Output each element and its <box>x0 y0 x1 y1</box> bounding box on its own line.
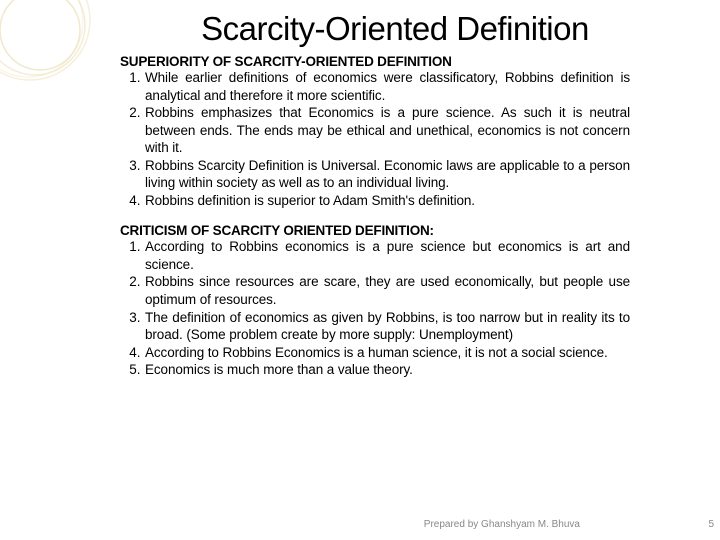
list-item: Economics is much more than a value theo… <box>144 361 630 379</box>
prepared-by-text: Prepared by Ghanshyam M. Bhuva <box>424 519 580 530</box>
slide-container: Scarcity-Oriented Definition SUPERIORITY… <box>0 0 720 540</box>
list-item: While earlier definitions of economics w… <box>144 69 630 104</box>
section2-list: According to Robbins economics is a pure… <box>120 238 630 378</box>
list-item: Robbins emphasizes that Economics is a p… <box>144 104 630 157</box>
list-item: According to Robbins Economics is a huma… <box>144 344 630 362</box>
list-item: Robbins since resources are scare, they … <box>144 273 630 308</box>
list-item: Robbins definition is superior to Adam S… <box>144 192 630 210</box>
list-item: Robbins Scarcity Definition is Universal… <box>144 157 630 192</box>
section1-list: While earlier definitions of economics w… <box>120 69 630 209</box>
list-item: According to Robbins economics is a pure… <box>144 238 630 273</box>
list-item: The definition of economics as given by … <box>144 309 630 344</box>
section1-heading: SUPERIORITY OF SCARCITY-ORIENTED DEFINIT… <box>120 54 630 69</box>
page-number: 5 <box>708 519 714 530</box>
content-area: SUPERIORITY OF SCARCITY-ORIENTED DEFINIT… <box>30 54 690 379</box>
slide-title: Scarcity-Oriented Definition <box>100 10 690 48</box>
section2-heading: CRITICISM OF SCARCITY ORIENTED DEFINITIO… <box>120 223 630 238</box>
